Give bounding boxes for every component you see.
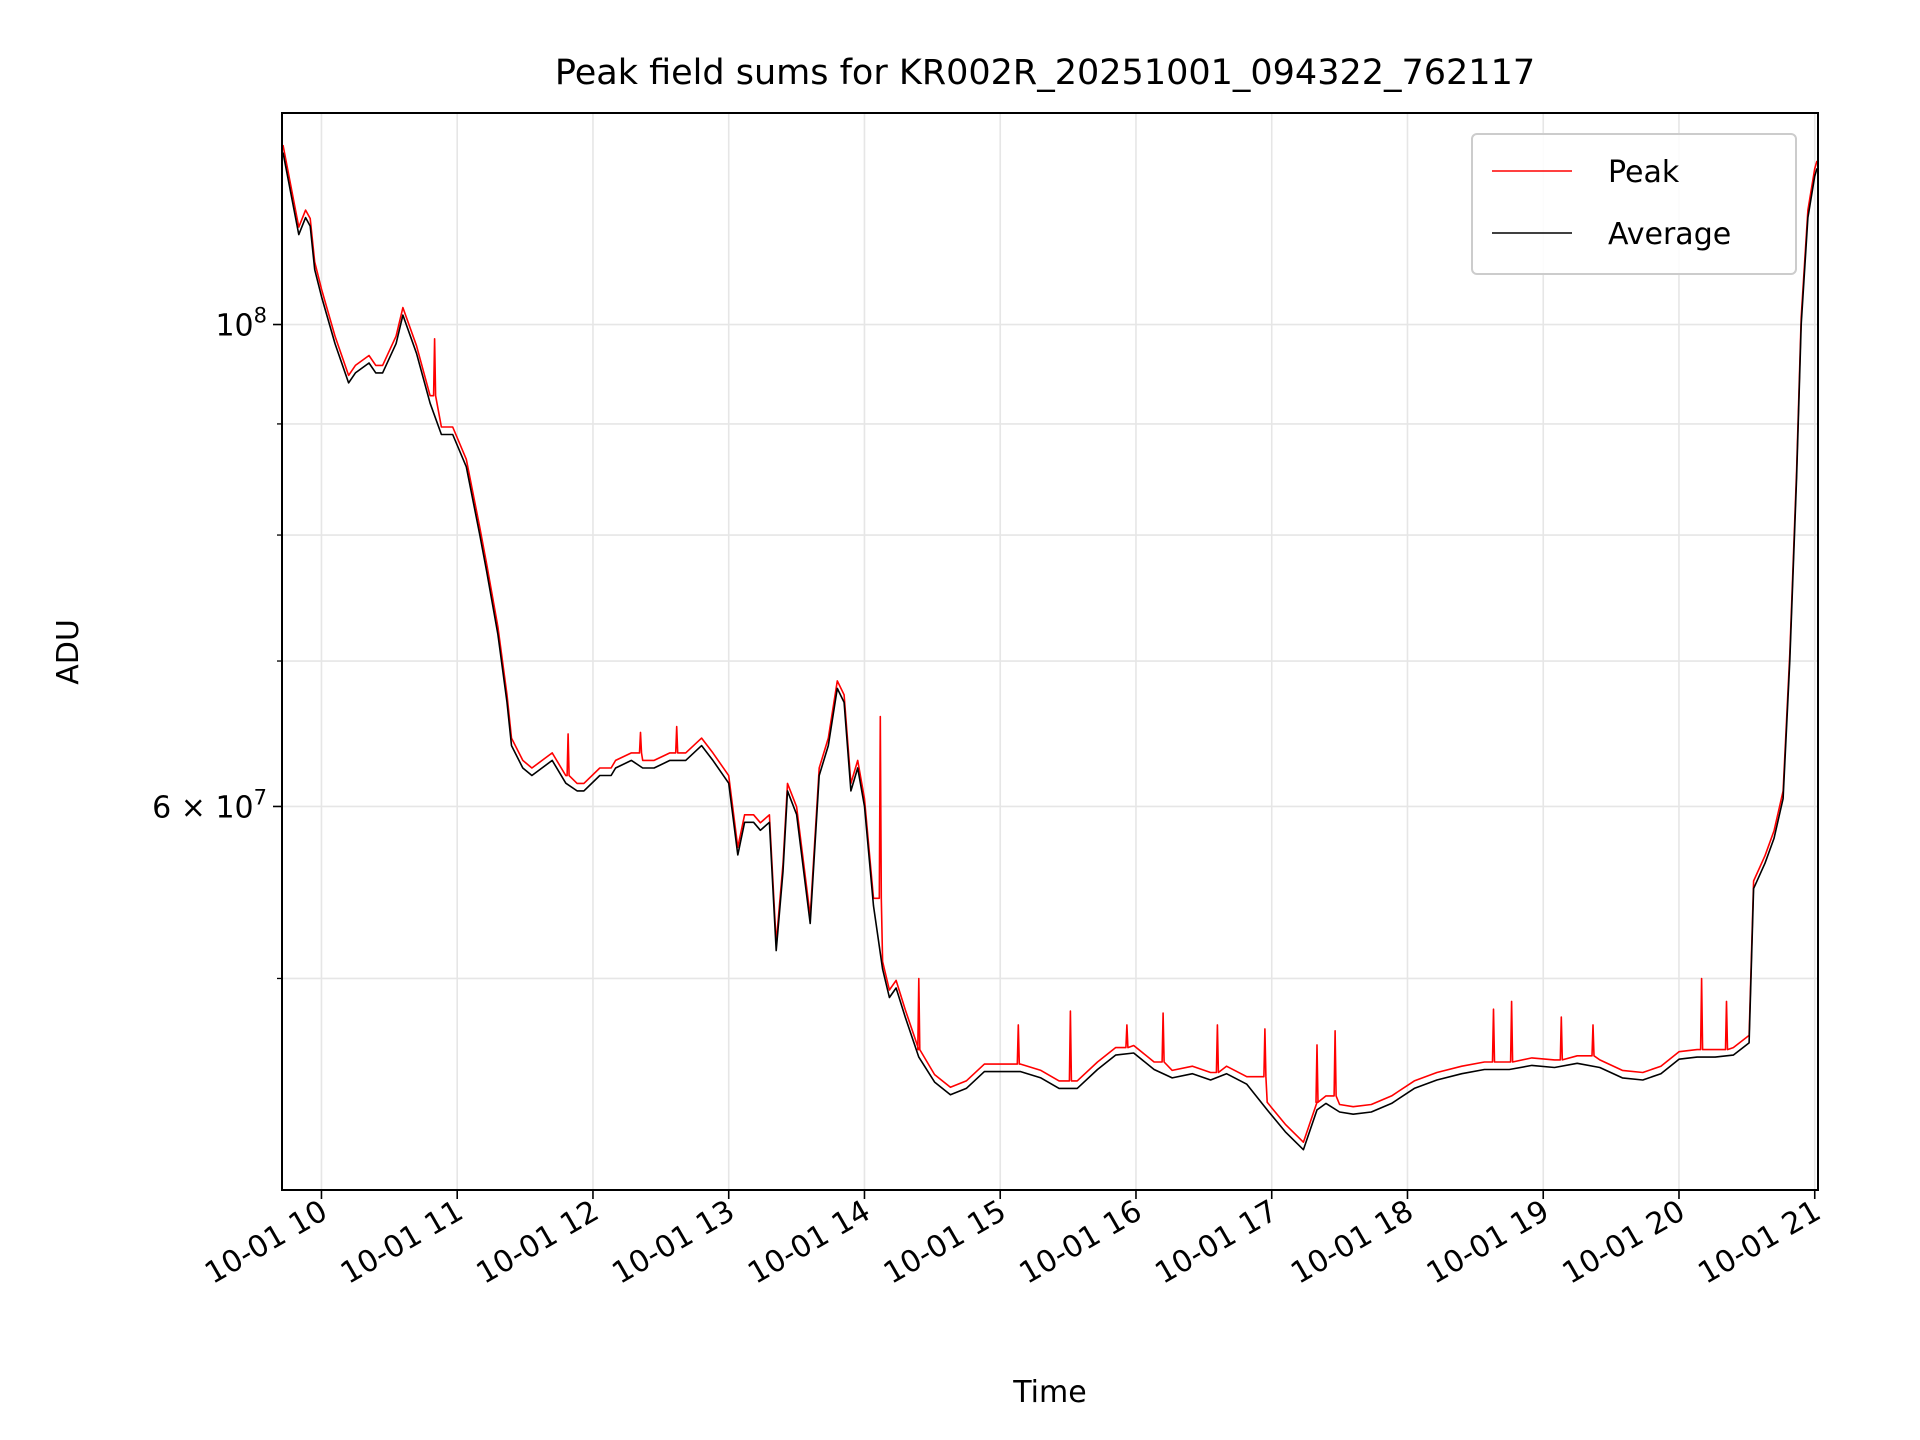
legend-label-peak: Peak xyxy=(1608,155,1680,190)
y-tick-label: 108 xyxy=(215,304,267,344)
series-layer xyxy=(283,144,1817,1151)
legend-box xyxy=(1471,133,1797,275)
y-tick-base: 10 xyxy=(215,790,253,825)
x-axis-label: Time xyxy=(1012,1375,1086,1410)
chart-title: Peak field sums for KR002R_20251001_0943… xyxy=(555,53,1535,93)
grid-layer xyxy=(283,114,1817,1189)
legend: Peak Average xyxy=(1471,133,1797,275)
legend-label-average: Average xyxy=(1608,217,1731,252)
y-axis-label: ADU xyxy=(51,619,86,685)
series-line-average xyxy=(283,152,1817,1151)
y-tick-exponent: 8 xyxy=(254,304,267,328)
series-line-peak xyxy=(283,144,1817,1143)
y-tick-label: 6 × 107 xyxy=(152,785,267,825)
plot-lines xyxy=(283,144,1817,1151)
plot-area-frame xyxy=(281,112,1819,1191)
y-tick-base: 10 xyxy=(215,309,253,344)
y-tick-mantissa: 6 × xyxy=(152,790,215,825)
y-tick-exponent: 7 xyxy=(254,785,267,809)
